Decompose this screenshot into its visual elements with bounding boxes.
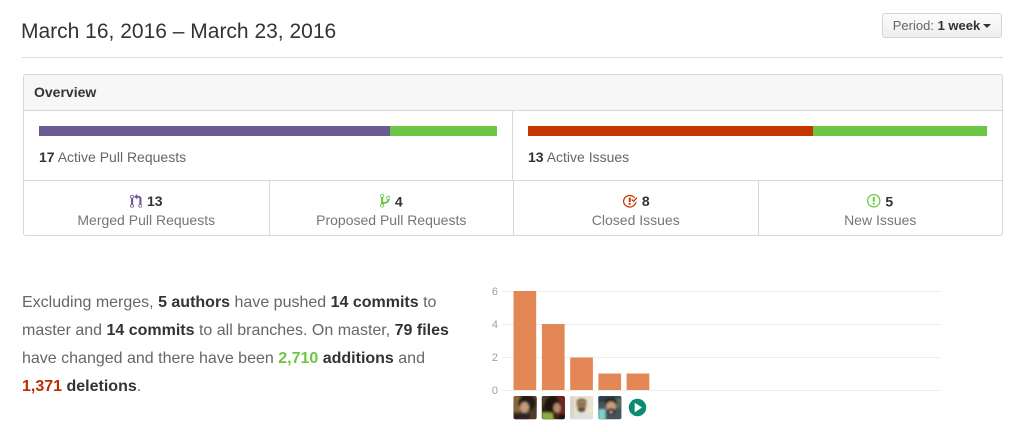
svg-text:4: 4 bbox=[492, 319, 498, 331]
svg-text:2: 2 bbox=[492, 352, 498, 364]
svg-text:0: 0 bbox=[492, 385, 498, 397]
svg-text:6: 6 bbox=[492, 286, 498, 298]
